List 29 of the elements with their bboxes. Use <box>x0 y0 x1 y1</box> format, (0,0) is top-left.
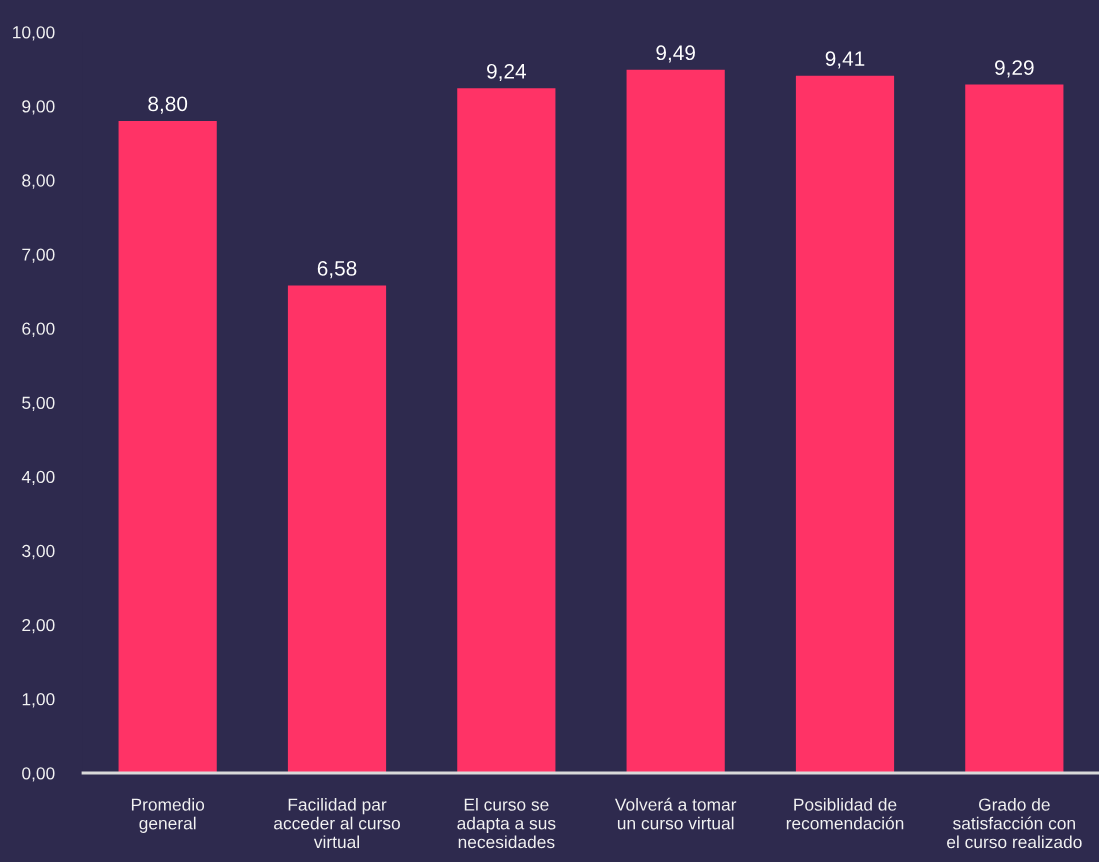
data-label: 9,29 <box>995 60 1034 78</box>
bar <box>287 285 387 773</box>
y-tick-label: 1,00 <box>22 693 55 708</box>
data-label: 9,41 <box>825 51 865 69</box>
x-tick-label: Posiblidad de recomendación <box>786 798 904 830</box>
data-label: 9,24 <box>487 63 526 82</box>
bar <box>457 88 556 773</box>
data-label: 6,58 <box>317 261 357 279</box>
y-tick-label: 4,00 <box>21 470 55 486</box>
y-tick-label: 10,00 <box>13 26 55 41</box>
y-tick-label: 6,00 <box>22 322 55 337</box>
y-tick-label: 3,00 <box>22 544 55 560</box>
y-tick-label: 2,00 <box>22 618 55 634</box>
y-tick-label: 7,00 <box>22 248 55 263</box>
x-tick-label: El curso se adapta a sus necesidades <box>457 798 556 849</box>
y-tick-label: 5,00 <box>22 396 55 412</box>
bar <box>965 84 1064 773</box>
bar <box>795 75 895 773</box>
y-tick-label: 8,00 <box>22 174 55 189</box>
bar <box>626 69 725 773</box>
x-tick-label: Facilidad par acceder al curso virtual <box>274 798 400 849</box>
bar <box>118 120 217 773</box>
data-label: 9,49 <box>656 45 695 63</box>
y-tick-label: 0,00 <box>22 767 55 782</box>
x-tick-label: Grado de satisfacción con el curso realizado <box>947 798 1082 849</box>
x-tick-label: Promedio general <box>131 798 205 833</box>
x-tick-label: Volverá a tomar un curso virtual <box>614 797 737 830</box>
data-label: 8,80 <box>148 96 188 114</box>
y-tick-label: 9,00 <box>22 100 55 115</box>
